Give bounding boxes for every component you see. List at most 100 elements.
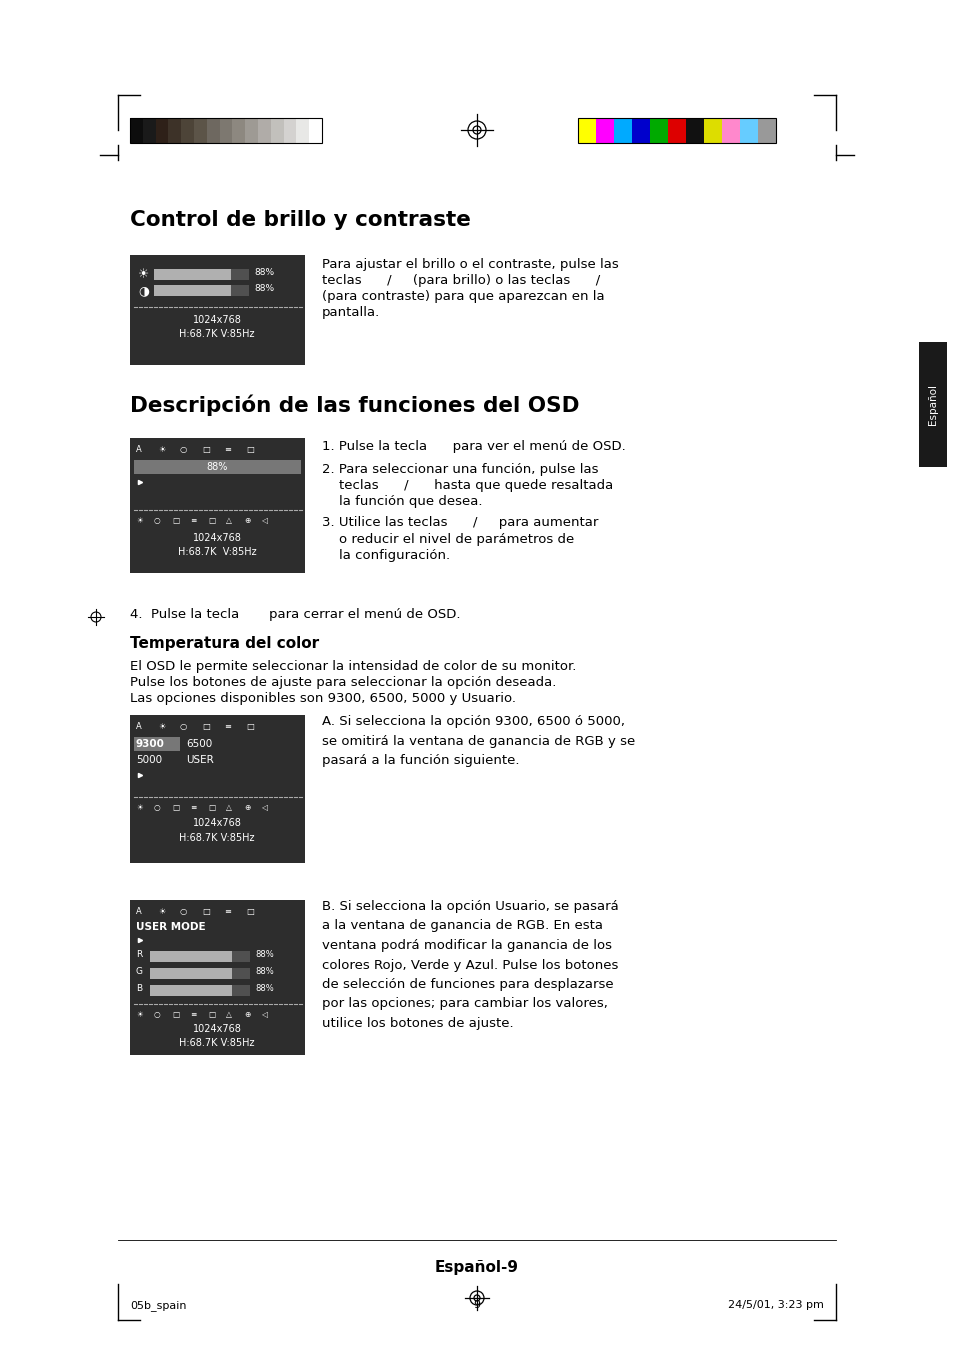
Text: 5000: 5000 xyxy=(136,755,162,765)
Bar xyxy=(150,969,232,979)
Text: G: G xyxy=(136,967,143,975)
Text: Español-9: Español-9 xyxy=(435,1260,518,1275)
Bar xyxy=(153,285,231,296)
Text: 9300: 9300 xyxy=(136,739,165,748)
Text: Las opciones disponibles son 9300, 6500, 5000 y Usuario.: Las opciones disponibles son 9300, 6500,… xyxy=(130,692,516,705)
Text: ☀: ☀ xyxy=(138,269,149,281)
Text: Temperatura del color: Temperatura del color xyxy=(130,636,319,651)
Text: ☀: ☀ xyxy=(158,721,165,731)
Text: Español: Español xyxy=(927,384,937,426)
Text: △: △ xyxy=(226,516,232,526)
Bar xyxy=(219,118,233,143)
Bar xyxy=(169,118,181,143)
Bar xyxy=(133,738,180,751)
Text: 1024x768: 1024x768 xyxy=(193,1024,241,1034)
Text: A: A xyxy=(136,444,142,454)
Text: El OSD le permite seleccionar la intensidad de color de su monitor.: El OSD le permite seleccionar la intensi… xyxy=(130,661,576,673)
Text: A: A xyxy=(136,721,142,731)
Text: ⊕: ⊕ xyxy=(244,1011,250,1019)
Bar xyxy=(721,118,740,143)
Text: Control de brillo y contraste: Control de brillo y contraste xyxy=(130,209,471,230)
Text: □: □ xyxy=(202,907,210,916)
Text: ○: ○ xyxy=(180,444,187,454)
Text: □: □ xyxy=(208,802,215,812)
Bar xyxy=(596,118,614,143)
Bar xyxy=(150,985,250,996)
Text: ◁: ◁ xyxy=(262,1011,268,1019)
Bar xyxy=(130,255,305,365)
Text: USER: USER xyxy=(186,755,213,765)
Bar xyxy=(155,118,169,143)
Bar xyxy=(153,269,231,280)
Text: ⊕: ⊕ xyxy=(244,516,250,526)
Bar xyxy=(918,342,946,467)
Text: 88%: 88% xyxy=(254,950,274,959)
Bar xyxy=(130,118,322,143)
Text: □: □ xyxy=(172,1011,179,1019)
Bar xyxy=(309,118,322,143)
Text: ○: ○ xyxy=(153,516,160,526)
Text: ☀: ☀ xyxy=(158,444,165,454)
Text: ☀: ☀ xyxy=(136,516,143,526)
Text: ≡: ≡ xyxy=(224,907,231,916)
Bar xyxy=(578,118,775,143)
Text: A: A xyxy=(136,907,142,916)
Text: □: □ xyxy=(246,907,253,916)
Bar xyxy=(153,285,249,296)
Text: H:68.7K V:85Hz: H:68.7K V:85Hz xyxy=(179,834,254,843)
Bar xyxy=(667,118,686,143)
Bar xyxy=(740,118,758,143)
Text: ≡: ≡ xyxy=(224,721,231,731)
Bar xyxy=(233,118,246,143)
Text: ≡: ≡ xyxy=(190,1011,196,1019)
Bar xyxy=(150,969,250,979)
Text: ☀: ☀ xyxy=(136,802,143,812)
Text: 1. Pulse la tecla      para ver el menú de OSD.: 1. Pulse la tecla para ver el menú de OS… xyxy=(322,440,625,453)
Text: □: □ xyxy=(246,444,253,454)
Text: ◁: ◁ xyxy=(262,516,268,526)
Text: △: △ xyxy=(226,802,232,812)
Text: 4.  Pulse la tecla       para cerrar el menú de OSD.: 4. Pulse la tecla para cerrar el menú de… xyxy=(130,608,460,621)
Bar xyxy=(283,118,296,143)
Text: ☀: ☀ xyxy=(158,907,165,916)
Text: △: △ xyxy=(226,1011,232,1019)
Text: ≡: ≡ xyxy=(224,444,231,454)
Text: □: □ xyxy=(202,721,210,731)
Bar xyxy=(614,118,632,143)
Text: □: □ xyxy=(208,1011,215,1019)
Text: ○: ○ xyxy=(180,907,187,916)
Text: B. Si selecciona la opción Usuario, se pasará
a la ventana de ganancia de RGB. E: B. Si selecciona la opción Usuario, se p… xyxy=(322,900,618,1029)
Bar xyxy=(181,118,194,143)
Text: 24/5/01, 3:23 pm: 24/5/01, 3:23 pm xyxy=(727,1300,823,1310)
Bar xyxy=(257,118,271,143)
Text: ⊕: ⊕ xyxy=(244,802,250,812)
Text: □: □ xyxy=(172,516,179,526)
Text: USER MODE: USER MODE xyxy=(136,921,206,932)
Bar xyxy=(631,118,650,143)
Text: 88%: 88% xyxy=(253,284,274,293)
Bar xyxy=(296,118,310,143)
Bar xyxy=(130,438,305,573)
Text: A. Si selecciona la opción 9300, 6500 ó 5000,
se omitirá la ventana de ganancia : A. Si selecciona la opción 9300, 6500 ó … xyxy=(322,715,635,767)
Text: □: □ xyxy=(172,802,179,812)
Bar xyxy=(143,118,156,143)
Bar xyxy=(703,118,721,143)
Text: Pulse los botones de ajuste para seleccionar la opción deseada.: Pulse los botones de ajuste para selecci… xyxy=(130,676,556,689)
Bar xyxy=(130,900,305,1055)
Text: H:68.7K  V:85Hz: H:68.7K V:85Hz xyxy=(177,547,256,557)
Bar xyxy=(271,118,284,143)
Text: H:68.7K V:85Hz: H:68.7K V:85Hz xyxy=(179,330,254,339)
Text: 05b_spain: 05b_spain xyxy=(130,1300,186,1310)
Bar xyxy=(130,118,143,143)
Bar xyxy=(130,715,305,863)
Text: 1024x768: 1024x768 xyxy=(193,315,241,326)
Text: 88%: 88% xyxy=(254,967,274,975)
Text: ≡: ≡ xyxy=(190,516,196,526)
Bar xyxy=(207,118,220,143)
Text: la configuración.: la configuración. xyxy=(322,549,450,562)
Bar xyxy=(150,985,232,996)
Text: teclas      /     (para brillo) o las teclas      /: teclas / (para brillo) o las teclas / xyxy=(322,274,599,286)
Text: la función que desea.: la función que desea. xyxy=(322,496,482,508)
Text: 1024x768: 1024x768 xyxy=(193,817,241,828)
Bar xyxy=(133,459,301,474)
